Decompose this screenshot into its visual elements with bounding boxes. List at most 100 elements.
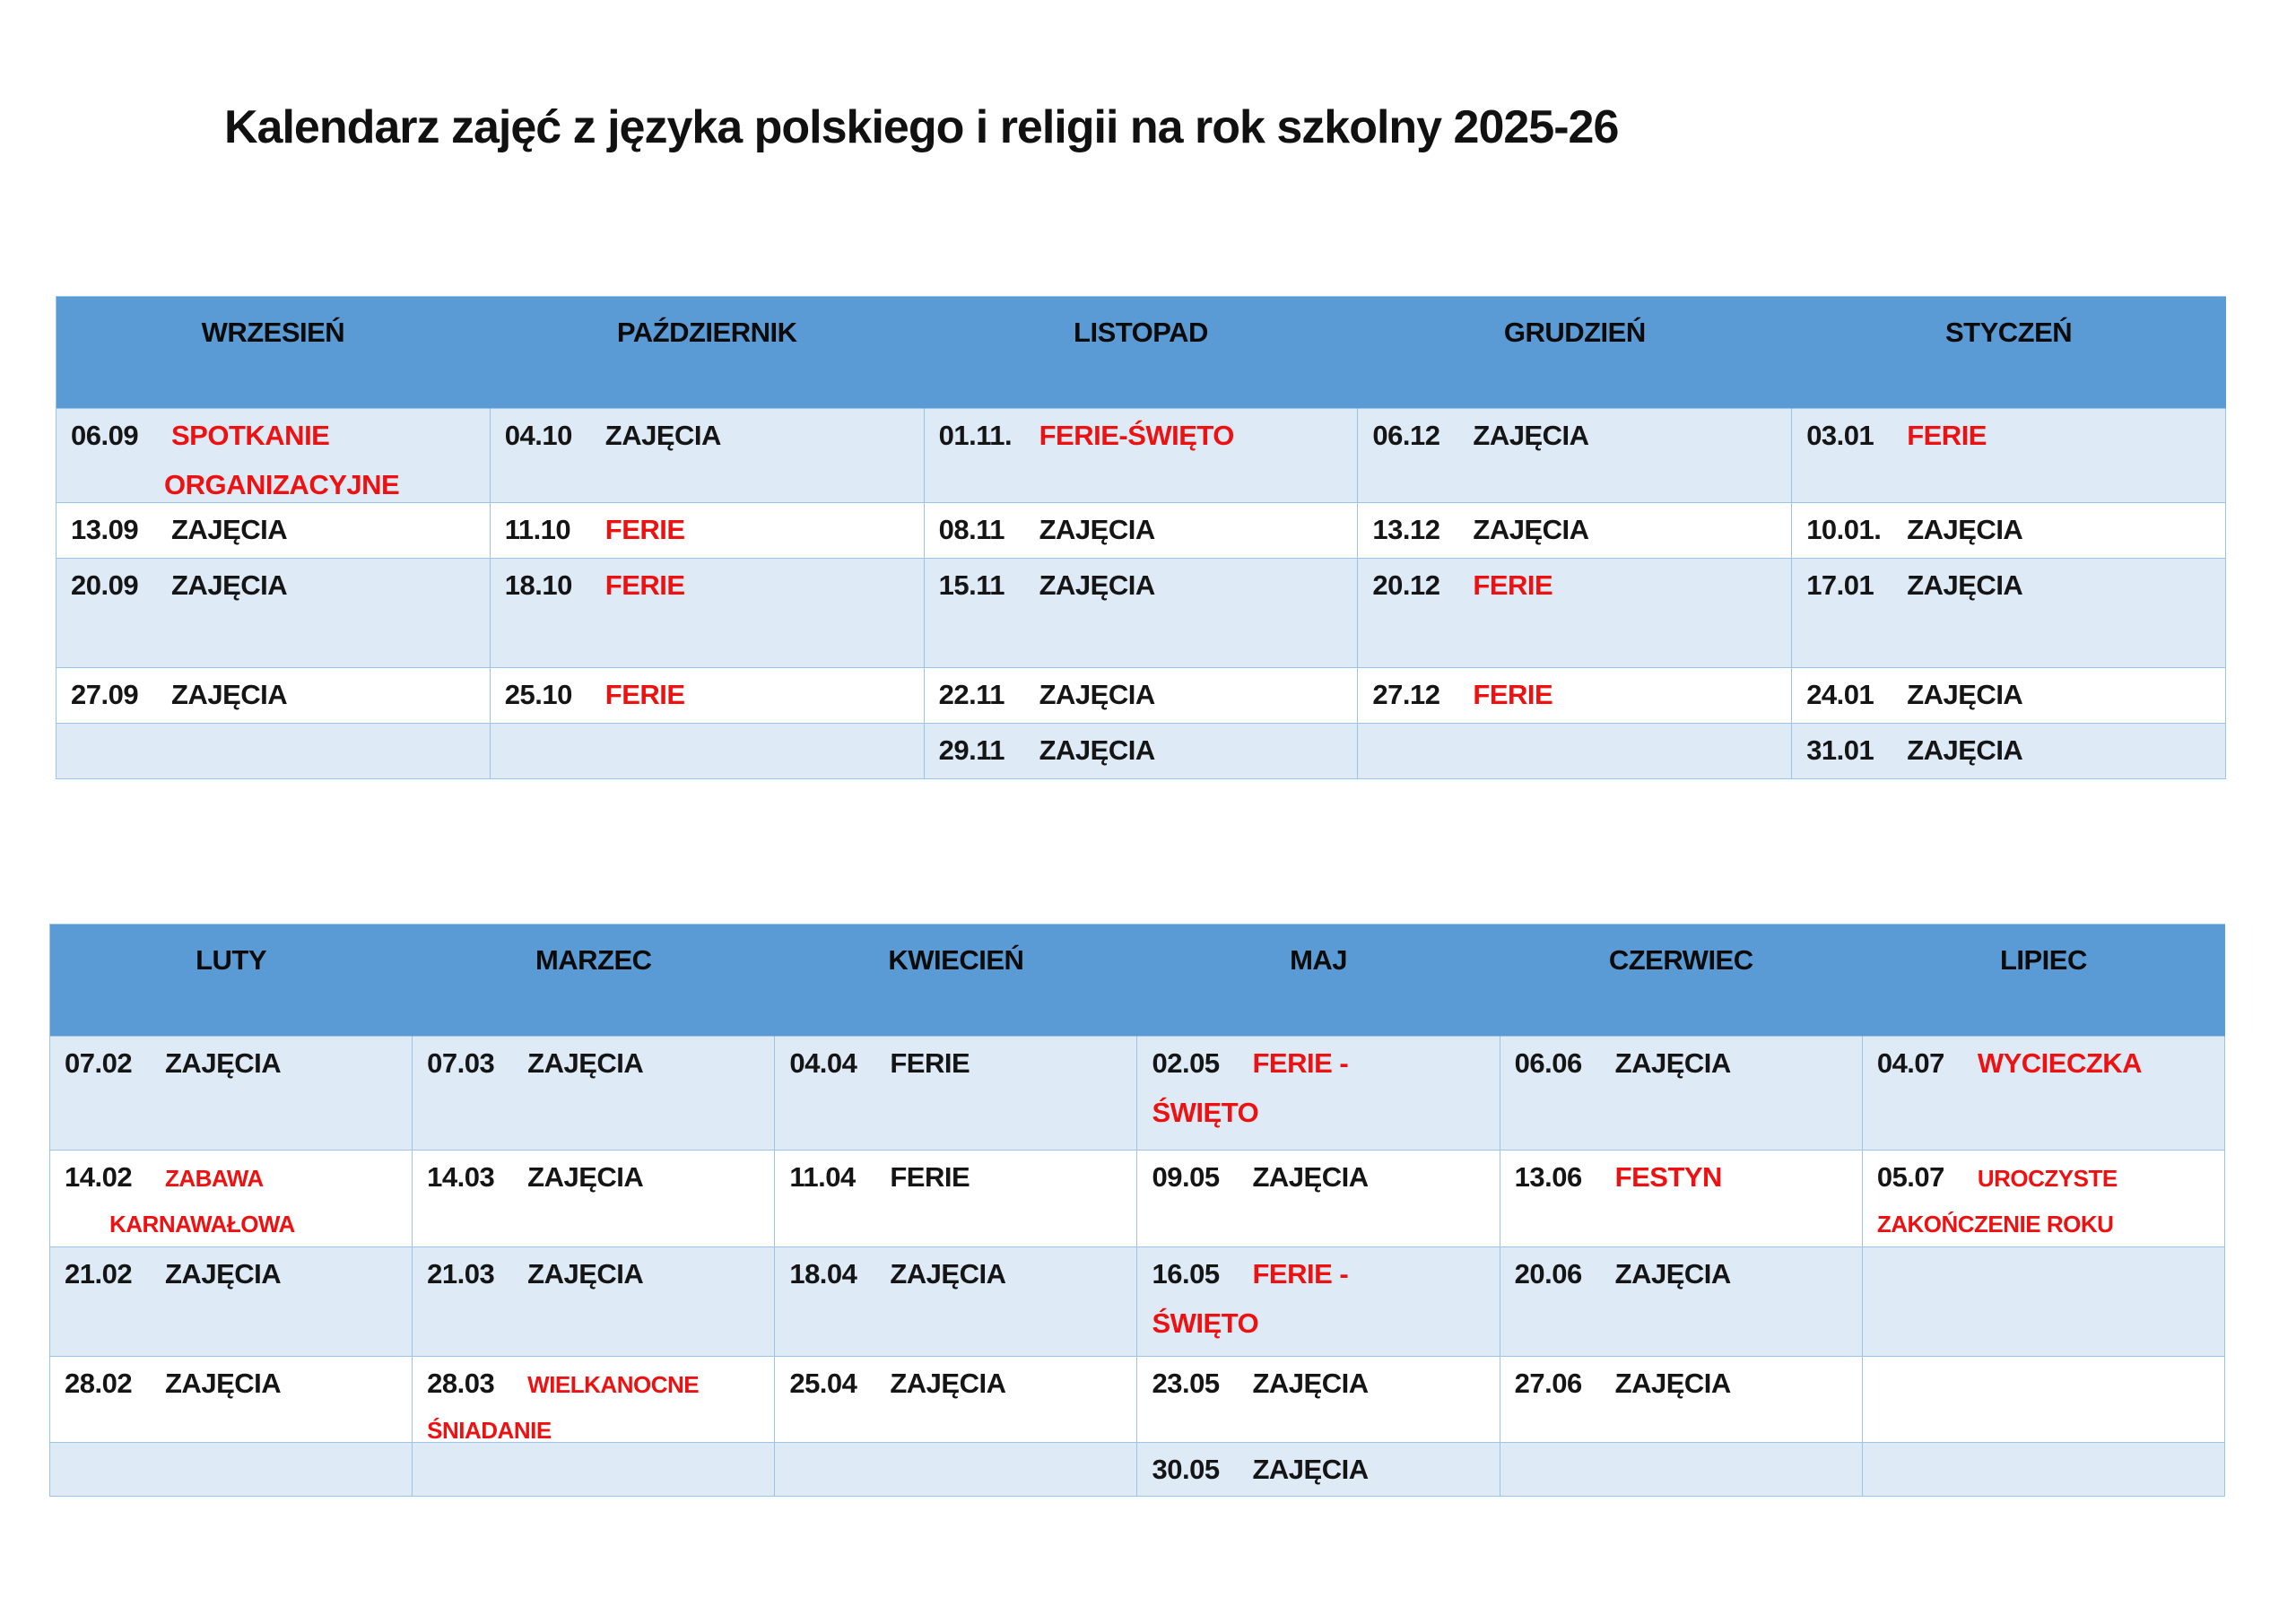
calendar-entry-line: 15.11 ZAJĘCIA <box>939 569 1352 603</box>
entry-date: 25.04 <box>789 1368 857 1399</box>
entry-label: ZAJĘCIA <box>1039 569 1156 601</box>
calendar-cell: 27.09 ZAJĘCIA <box>57 668 491 724</box>
calendar-cell: 16.05 FERIE - ŚWIĘTO <box>1137 1247 1500 1357</box>
calendar-cell-empty <box>50 1443 413 1497</box>
calendar-entry-line: 27.06 ZAJĘCIA <box>1515 1368 1857 1401</box>
calendar-entry-line: 21.03 ZAJĘCIA <box>427 1258 769 1291</box>
calendar-cell: 20.06 ZAJĘCIA <box>1500 1247 1863 1357</box>
entry-label: ZAJĘCIA <box>1252 1368 1369 1399</box>
calendar-entry-line: 02.05 FERIE - <box>1152 1047 1493 1081</box>
entry-label: ZAJĘCIA <box>1614 1368 1732 1399</box>
entry-label: ZAJĘCIA <box>1614 1047 1732 1079</box>
calendar-entry-line: 27.12 FERIE <box>1372 679 1786 712</box>
calendar-cell: 07.02 ZAJĘCIA <box>50 1037 413 1151</box>
entry-date: 05.07 <box>1876 1161 1945 1193</box>
entry-label: FERIE <box>1473 569 1553 601</box>
calendar-entry-line: 11.10 FERIE <box>505 514 918 547</box>
entry-date: 25.10 <box>504 679 573 710</box>
entry-date: 21.03 <box>427 1258 495 1290</box>
entry-date: 11.04 <box>789 1161 856 1193</box>
calendar-cell: 09.05 ZAJĘCIA <box>1137 1151 1500 1247</box>
calendar-cell-empty <box>775 1443 1138 1497</box>
entry-label: FERIE <box>1907 420 1987 451</box>
entry-label: ZAJĘCIA <box>1907 679 2023 710</box>
entry-date: 20.12 <box>1372 569 1440 601</box>
entry-date: 18.10 <box>504 569 573 601</box>
calendar-cell: 25.10 FERIE <box>490 668 925 724</box>
entry-date: 04.07 <box>1876 1047 1945 1079</box>
entry-label-line2: ŚWIĘTO <box>1152 1307 1259 1339</box>
calendar-entry-line: 23.05 ZAJĘCIA <box>1152 1368 1493 1401</box>
calendar-cell-empty <box>1862 1443 2225 1497</box>
calendar-cell: 29.11 ZAJĘCIA <box>924 724 1359 779</box>
entry-label: ZAJĘCIA <box>1252 1161 1369 1193</box>
entry-label: UROCZYSTE <box>1977 1165 2118 1192</box>
entry-date: 20.09 <box>71 569 139 601</box>
calendar-cell: 18.10 FERIE <box>490 559 925 668</box>
calendar-entry-line: 13.12 ZAJĘCIA <box>1372 514 1786 547</box>
calendar-cell: 21.03 ZAJĘCIA <box>413 1247 776 1357</box>
entry-date: 06.09 <box>71 420 139 451</box>
calendar-table-second-semester: LUTY MARZEC KWIECIEŃ MAJ CZERWIEC LIPIEC 07.02… <box>49 924 2225 1497</box>
calendar-cell: 27.12 FERIE <box>1358 668 1793 724</box>
entry-date: 16.05 <box>1152 1258 1220 1290</box>
entry-date: 28.03 <box>427 1368 495 1399</box>
calendar-cell-empty <box>1862 1357 2225 1443</box>
entry-label: SPOTKANIE <box>171 420 330 451</box>
month-header: PAŹDZIERNIK <box>490 297 925 409</box>
entry-label: FERIE <box>604 569 685 601</box>
entry-date: 06.06 <box>1514 1047 1583 1079</box>
calendar-cell-empty <box>413 1443 776 1497</box>
calendar-cell: 21.02 ZAJĘCIA <box>50 1247 413 1357</box>
calendar-entry-line: 13.09 ZAJĘCIA <box>71 514 484 547</box>
calendar-entry-line: 08.11 ZAJĘCIA <box>939 514 1352 547</box>
entry-date: 23.05 <box>1152 1368 1220 1399</box>
calendar-cell: 28.03 WIELKANOCNE ŚNIADANIE <box>413 1357 776 1443</box>
calendar-cell: 28.02 ZAJĘCIA <box>50 1357 413 1443</box>
page-title: Kalendarz zajęć z języka polskiego i rel… <box>224 101 1619 153</box>
calendar-entry-line: 20.09 ZAJĘCIA <box>71 569 484 603</box>
entry-date: 22.11 <box>938 679 1005 710</box>
entry-date: 29.11 <box>938 734 1005 766</box>
entry-label: ZAJĘCIA <box>165 1258 282 1290</box>
calendar-cell: 04.04 FERIE <box>775 1037 1138 1151</box>
calendar-entry-line: 07.03 ZAJĘCIA <box>427 1047 769 1081</box>
calendar-entry-line: 06.09 SPOTKANIE <box>71 420 484 453</box>
month-header: LISTOPAD <box>924 297 1359 409</box>
entry-label: ZAJĘCIA <box>1907 514 2023 545</box>
entry-label: ZAJĘCIA <box>171 679 288 710</box>
entry-date: 04.04 <box>789 1047 857 1079</box>
calendar-cell: 11.04 FERIE <box>775 1151 1138 1247</box>
entry-label: FERIE <box>890 1047 970 1079</box>
entry-label: ZAJĘCIA <box>527 1047 644 1079</box>
entry-label: ZAJĘCIA <box>1473 514 1589 545</box>
entry-label: ZAJĘCIA <box>1039 679 1156 710</box>
entry-label: WIELKANOCNE <box>527 1371 700 1398</box>
entry-label: ZAJĘCIA <box>890 1258 1006 1290</box>
calendar-entry-line: 24.01 ZAJĘCIA <box>1806 679 2220 712</box>
calendar-cell: 06.09 SPOTKANIE ORGANIZACYJNE <box>57 409 491 503</box>
entry-label: FERIE-ŚWIĘTO <box>1039 420 1235 451</box>
entry-date: 13.09 <box>71 514 139 545</box>
calendar-cell-empty <box>57 724 491 779</box>
calendar-cell-empty <box>1358 724 1793 779</box>
entry-label-line2: ORGANIZACYJNE <box>164 468 400 500</box>
calendar-entry-line: 04.07 WYCIECZKA <box>1877 1047 2219 1081</box>
month-header: CZERWIEC <box>1500 925 1863 1037</box>
entry-date: 27.12 <box>1372 679 1440 710</box>
entry-date: 31.01 <box>1806 734 1874 766</box>
month-header: WRZESIEŃ <box>57 297 491 409</box>
calendar-entry-line: 18.10 FERIE <box>505 569 918 603</box>
calendar-cell: 11.10 FERIE <box>490 503 925 559</box>
entry-label: FERIE - <box>1252 1258 1349 1290</box>
entry-date: 18.04 <box>789 1258 857 1290</box>
entry-label: ZAJĘCIA <box>527 1258 644 1290</box>
calendar-entry-line: 06.12 ZAJĘCIA <box>1372 420 1786 453</box>
entry-date: 04.10 <box>504 420 573 451</box>
entry-date: 13.12 <box>1372 514 1440 545</box>
month-header: GRUDZIEŃ <box>1358 297 1793 409</box>
calendar-cell: 07.03 ZAJĘCIA <box>413 1037 776 1151</box>
calendar-cell: 25.04 ZAJĘCIA <box>775 1357 1138 1443</box>
calendar-entry-line: 05.07 UROCZYSTE <box>1877 1161 2219 1194</box>
entry-label-line2: ŚNIADANIE <box>427 1416 552 1443</box>
